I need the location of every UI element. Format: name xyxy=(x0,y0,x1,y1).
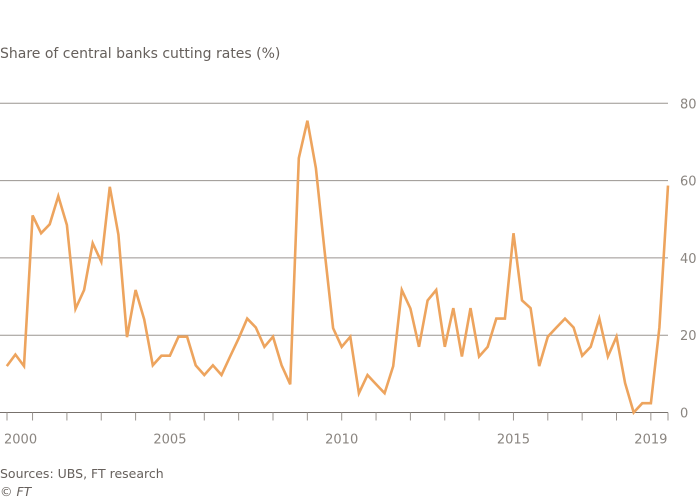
x-tick: 2000 xyxy=(4,433,37,448)
series-line xyxy=(5,120,670,416)
x-tick: 2010 xyxy=(325,433,358,448)
source-note: Sources: UBS, FT research xyxy=(0,466,164,481)
x-tick: 2005 xyxy=(153,433,186,448)
y-tick-label: 80 xyxy=(680,97,697,112)
x-tick-label: 2010 xyxy=(325,433,358,448)
y-tick: 20 xyxy=(0,329,697,344)
y-tick: 80 xyxy=(0,97,697,112)
y-tick-label: 20 xyxy=(680,329,697,344)
x-tick-label: 2005 xyxy=(153,433,186,448)
x-tick-label: 2000 xyxy=(4,433,37,448)
copyright: © FT xyxy=(0,484,32,499)
y-tick: 0 xyxy=(0,407,688,422)
chart-title: Share of central banks cutting rates (%) xyxy=(0,46,281,62)
x-tick: 2019 xyxy=(634,433,667,448)
x-tick-label: 2019 xyxy=(634,433,667,448)
y-tick-label: 0 xyxy=(680,407,688,422)
y-tick: 40 xyxy=(0,252,697,267)
x-tick: 2015 xyxy=(497,433,530,448)
y-tick: 60 xyxy=(0,175,697,190)
y-tick-label: 40 xyxy=(680,252,697,267)
x-tick-label: 2015 xyxy=(497,433,530,448)
y-tick-label: 60 xyxy=(680,175,697,190)
